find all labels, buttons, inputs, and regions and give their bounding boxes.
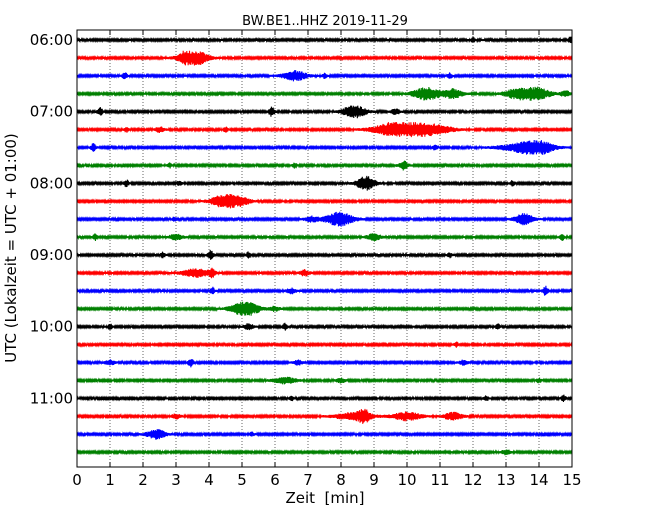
seismic-trace-row (76, 267, 573, 279)
seismic-trace-row (76, 285, 573, 296)
x-tick-label: 0 (72, 471, 82, 489)
hour-label: 06:00 (30, 31, 73, 49)
x-axis-ticks: 0 1 2 3 4 5 6 7 8 9 10 11 12 13 14 15 (72, 30, 582, 489)
seismic-trace-row (76, 105, 573, 119)
hour-label: 11:00 (30, 389, 73, 407)
seismic-trace-row (76, 233, 573, 242)
seismic-trace-row (76, 408, 573, 424)
x-tick-label: 6 (270, 471, 280, 489)
seismic-trace-row (76, 122, 573, 138)
y-axis-label: UTC (Lokalzeit = UTC + 01:00) (2, 133, 20, 363)
seismic-trace-row (76, 160, 573, 171)
seismic-trace-row (76, 50, 573, 66)
hour-label: 10:00 (30, 318, 73, 336)
plot-frame (76, 29, 573, 468)
seismic-trace-row (76, 140, 573, 155)
seismic-trace-row (76, 376, 573, 385)
seismic-trace-row (76, 359, 573, 368)
x-tick-label: 2 (138, 471, 148, 489)
x-tick-label: 10 (397, 471, 416, 489)
x-tick-label: 15 (562, 471, 581, 489)
seismic-trace-row (76, 394, 573, 402)
seismic-trace-row (76, 249, 573, 260)
x-tick-label: 9 (369, 471, 379, 489)
x-axis-label: Zeit [min] (285, 489, 364, 507)
x-tick-label: 7 (303, 471, 313, 489)
x-tick-label: 8 (336, 471, 346, 489)
seismic-trace-row (76, 322, 573, 331)
x-tick-label: 11 (430, 471, 449, 489)
seismic-trace-row (76, 36, 573, 44)
chart-title: BW.BE1..HHZ 2019-11-29 (242, 14, 408, 29)
seismic-trace-row (76, 70, 573, 82)
hour-label: 09:00 (30, 246, 73, 264)
seismic-trace-row (76, 341, 573, 348)
seismic-trace-row (76, 448, 573, 456)
seismic-trace-row (76, 211, 573, 227)
y-axis-hour-labels: 06:00 07:00 08:00 09:00 10:00 11:00 (30, 31, 572, 407)
seismic-trace-row (76, 301, 573, 316)
x-tick-label: 1 (105, 471, 115, 489)
hour-label: 08:00 (30, 174, 73, 192)
seismic-trace-row (76, 429, 573, 440)
x-tick-label: 13 (496, 471, 515, 489)
x-tick-label: 3 (171, 471, 181, 489)
x-tick-label: 4 (204, 471, 214, 489)
x-tick-label: 5 (237, 471, 247, 489)
seismic-traces (76, 36, 573, 456)
hour-label: 07:00 (30, 103, 73, 121)
seismic-trace-row (76, 194, 573, 209)
x-tick-label: 12 (463, 471, 482, 489)
seismic-trace-row (76, 175, 573, 191)
x-gridlines (109, 30, 540, 467)
x-tick-label: 14 (529, 471, 548, 489)
seismic-trace-row (76, 86, 573, 101)
